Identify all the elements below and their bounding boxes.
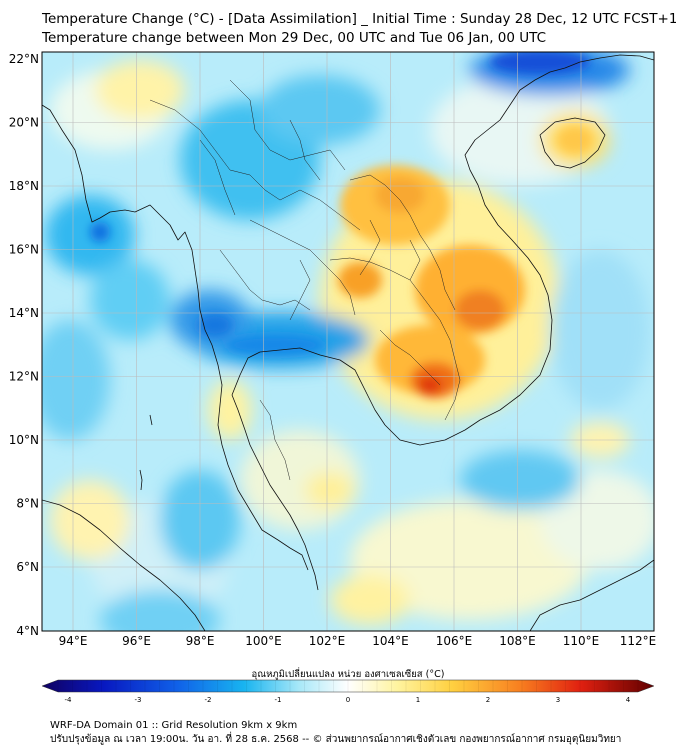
lon-label: 94°E (59, 634, 88, 648)
colorbar-ticks: -4 -3 -2 -1 0 1 2 3 4 (57, 680, 639, 704)
lon-label: 96°E (122, 634, 151, 648)
map-frame (41, 51, 655, 632)
admin-borders (149, 79, 461, 481)
lon-label: 110°E (563, 634, 600, 648)
lat-label: 18°N (9, 179, 39, 193)
lon-label: 102°E (309, 634, 346, 648)
colorbar-title: อุณหภูมิเปลี่ยนแปลง หน่วย องศาเซลเซียส (… (252, 667, 445, 680)
title-line-2: Temperature change between Mon 29 Dec, 0… (42, 30, 547, 46)
lon-label: 106°E (436, 634, 473, 648)
colorbar-tick-label: -4 (65, 696, 73, 704)
title-line-1: Temperature Change (°C) - [Data Assimila… (42, 11, 676, 27)
coastlines (42, 54, 654, 631)
lat-label: 12°N (9, 370, 39, 384)
colorbar-tick-label: 4 (626, 696, 631, 704)
lon-label: 104°E (372, 634, 409, 648)
lat-label: 10°N (9, 433, 39, 447)
colorbar-tick-label: -2 (205, 696, 212, 704)
lat-label: 4°N (16, 624, 39, 638)
map-title: Temperature Change (°C) - [Data Assimila… (42, 10, 676, 48)
lon-label: 100°E (245, 634, 282, 648)
colorbar (41, 679, 655, 693)
footer: WRF-DA Domain 01 :: Grid Resolution 9km … (50, 719, 621, 747)
footer-line-2: ปรับปรุงข้อมูล ณ เวลา 19:00น. วัน อา. ที… (50, 734, 622, 745)
colorbar-tick-label: -3 (135, 696, 142, 704)
lat-label: 6°N (16, 560, 39, 574)
lon-label: 108°E (499, 634, 536, 648)
temperature-field (42, 52, 654, 631)
lat-label: 22°N (9, 52, 39, 66)
lat-label: 20°N (9, 116, 39, 130)
lat-label: 8°N (16, 497, 39, 511)
colorbar-tick-label: 1 (416, 696, 420, 704)
colorbar-tick-label: 2 (486, 696, 490, 704)
longitude-labels: 94°E 96°E 98°E 100°E 102°E 104°E 106°E 108°E 110… (59, 634, 657, 648)
colorbar-tick-label: 0 (346, 696, 350, 704)
colorbar-tick-label: -1 (275, 696, 282, 704)
graticule (42, 52, 654, 631)
lon-label: 98°E (186, 634, 215, 648)
lat-label: 16°N (9, 243, 39, 257)
latitude-labels: 22°N 20°N 18°N 16°N 14°N 12°N 10°N 8°N 6°N 4°N (9, 52, 39, 638)
lat-label: 14°N (9, 306, 39, 320)
colorbar-tick-label: 3 (556, 696, 560, 704)
footer-line-1: WRF-DA Domain 01 :: Grid Resolution 9km … (50, 720, 298, 731)
lon-label: 112°E (620, 634, 657, 648)
